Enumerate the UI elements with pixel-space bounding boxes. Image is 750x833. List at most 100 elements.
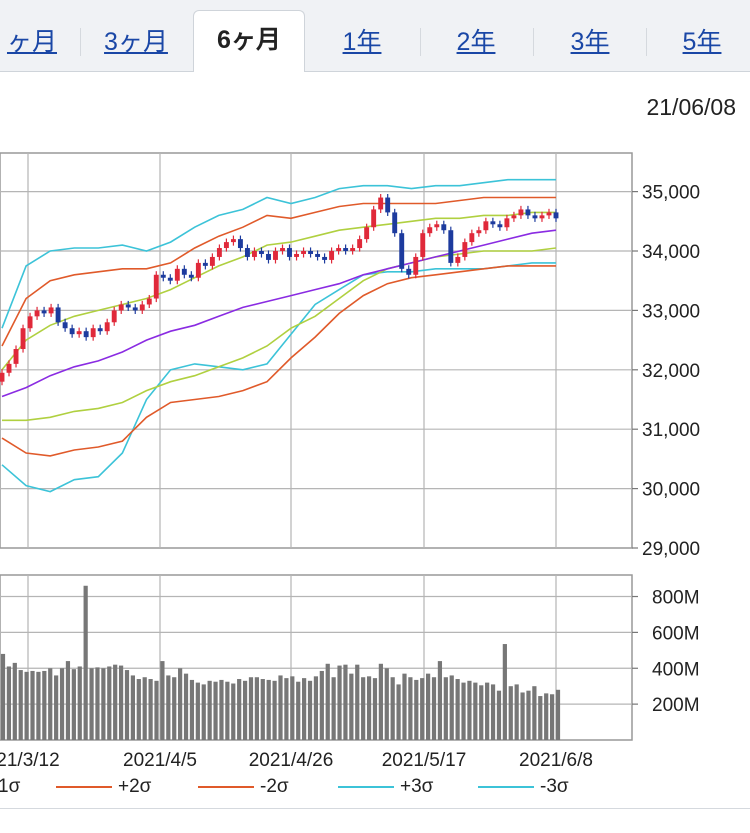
volume-bar <box>449 675 454 740</box>
volume-bar <box>54 675 59 740</box>
x-tick-label: 2021/4/5 <box>123 750 197 771</box>
y-tick-label: 29,000 <box>642 539 700 560</box>
volume-bar <box>361 677 366 740</box>
volume-bar <box>166 675 171 740</box>
candle-body <box>55 307 61 323</box>
legend-line <box>56 785 112 788</box>
candle-body <box>167 277 173 281</box>
candle-body <box>174 268 180 281</box>
candle-body <box>90 328 96 338</box>
volume-bar <box>83 585 88 740</box>
candle-body <box>378 197 384 210</box>
candle-body <box>139 304 145 311</box>
candle-body <box>490 221 496 225</box>
candle-body <box>83 331 89 338</box>
y-tick-label: 30,000 <box>642 480 700 501</box>
candle-body <box>322 256 328 260</box>
candle-body <box>188 274 194 278</box>
volume-bar <box>118 665 124 740</box>
volume-bar <box>514 684 519 740</box>
volume-bar <box>219 679 224 740</box>
volume-bar <box>113 664 118 740</box>
volume-bar <box>201 684 206 740</box>
candle-body <box>195 262 201 278</box>
x-tick-label: 21/3/12 <box>0 750 60 771</box>
candle-body <box>118 304 124 311</box>
candle-body <box>280 248 285 252</box>
volume-bar <box>325 663 330 740</box>
candle-body <box>266 253 271 260</box>
period-tabs: ヶ月 3ヶ月 6ヶ月 1年 2年 3年 5年 <box>0 0 750 72</box>
legend-line <box>478 785 534 788</box>
volume-bar <box>313 676 319 740</box>
volume-bar <box>431 677 437 740</box>
volume-bar <box>467 680 472 740</box>
x-tick-label: 2021/4/26 <box>249 750 334 771</box>
volume-bar <box>496 690 502 740</box>
tab-3-years[interactable]: 3年 <box>570 28 610 56</box>
candle-body <box>399 233 405 269</box>
tab-2-years[interactable]: 2年 <box>456 28 496 56</box>
price-panel-frame <box>0 152 633 549</box>
volume-bar <box>520 692 525 740</box>
tab-1-year[interactable]: 1年 <box>342 28 382 56</box>
plus-2-sigma-band <box>1 196 556 347</box>
volume-bar <box>390 677 395 740</box>
volume-bar <box>189 679 195 740</box>
candle-body <box>420 233 426 257</box>
y-tick-label: 600M <box>652 623 700 644</box>
candle-body <box>97 328 103 332</box>
candle-body <box>294 253 299 257</box>
candle-body <box>350 248 356 252</box>
volume-bar <box>408 677 413 740</box>
candle-body <box>385 197 391 213</box>
volume-bar <box>544 693 549 740</box>
tab-1-month[interactable]: ヶ月 <box>6 28 57 56</box>
candle-body <box>202 262 208 266</box>
tab-separator <box>420 28 421 56</box>
legend-label: -3σ <box>540 776 569 797</box>
tab-5-years[interactable]: 5年 <box>682 28 722 56</box>
x-tick-label: 2021/5/17 <box>382 750 467 771</box>
candle-body <box>223 242 229 249</box>
candle-body <box>406 268 412 275</box>
candle-body <box>230 239 236 243</box>
volume-bar <box>420 678 425 740</box>
volume-bar <box>555 689 561 740</box>
candle-body <box>209 256 215 266</box>
volume-bar <box>71 669 76 740</box>
candle-body <box>244 248 250 257</box>
candle-body <box>216 248 222 257</box>
volume-bar <box>502 644 507 740</box>
legend-label: +3σ <box>400 776 434 797</box>
tab-separator <box>533 28 534 56</box>
volume-bar <box>331 677 336 740</box>
candle-body <box>546 212 552 216</box>
volume-bar <box>296 681 301 740</box>
volume-bar <box>101 668 106 740</box>
tab-3-months[interactable]: 3ヶ月 <box>104 28 168 56</box>
tab-6-months[interactable]: 6ヶ月 <box>193 10 305 72</box>
volume-bar <box>384 668 389 740</box>
candle-body <box>504 218 510 228</box>
candle-body <box>237 239 243 249</box>
y-tick-label: 33,000 <box>642 301 700 322</box>
candle-body <box>111 310 117 323</box>
y-tick-label: 200M <box>652 695 700 716</box>
volume-bar <box>231 683 236 740</box>
y-tick-label: 35,000 <box>642 183 700 204</box>
volume-bar <box>30 670 35 740</box>
candle-body <box>20 328 26 350</box>
volume-bar <box>65 661 71 740</box>
candle-body <box>308 251 314 254</box>
volume-bar <box>396 684 401 740</box>
legend-item-1-sigma: 1σ <box>0 776 20 798</box>
candle-body <box>525 209 531 216</box>
volume-bar <box>160 661 165 740</box>
volume-bar <box>443 677 448 740</box>
volume-bar <box>124 670 130 740</box>
volume-bar <box>337 665 342 740</box>
candle-body <box>469 233 475 243</box>
volume-bar <box>130 675 135 740</box>
